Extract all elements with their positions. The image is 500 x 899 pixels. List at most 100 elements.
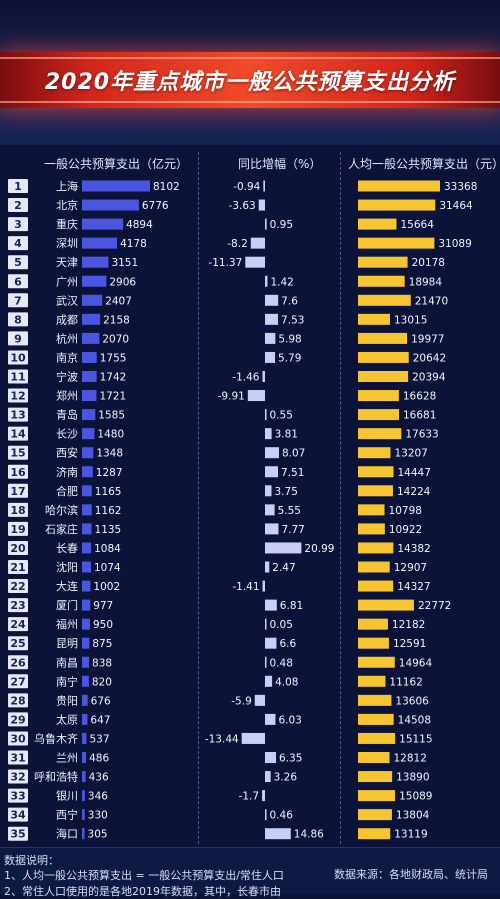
per-capita-value: 22772 [418,600,451,612]
rank-badge [8,598,28,613]
growth-bar [265,561,270,573]
per-capita-bar [358,275,405,287]
per-capita-value: 20642 [413,352,446,364]
growth-value: 6.81 [280,600,303,612]
spending-value: 1162 [95,505,122,517]
spending-value: 2906 [109,276,136,288]
growth-bar [265,485,272,497]
rank-number: 28 [10,694,25,707]
spending-value: 1585 [98,410,125,422]
per-capita-bar [358,790,396,802]
growth-bar [265,332,276,344]
footer-source: 数据来源：各地财政局、统计局 [334,868,488,881]
per-capita-value: 13015 [394,314,427,326]
rank-badge [8,655,28,670]
spending-value: 1135 [95,524,122,536]
spending-bar [82,504,92,516]
spending-bar [82,523,92,535]
spending-value: 305 [88,829,108,841]
city-label: 石家庄 [45,522,78,536]
rank-number: 27 [10,675,25,688]
growth-value: 2.47 [272,562,295,574]
spending-bar [82,390,97,402]
per-capita-value: 21470 [415,295,448,307]
city-label: 厦门 [56,598,78,612]
rank-badge [8,274,28,289]
city-label: 西安 [56,446,78,460]
growth-bar [265,809,267,821]
spending-bar [82,447,94,459]
per-capita-value: 12182 [392,619,425,631]
rank-badge [8,388,28,403]
city-label: 济南 [56,465,78,479]
per-capita-bar [358,561,390,573]
per-capita-value: 13804 [396,810,430,822]
rank-badge [8,350,28,365]
rank-badge [8,369,28,384]
city-label: 贵阳 [56,694,78,707]
growth-bar [265,523,279,535]
growth-value: 0.95 [270,219,293,231]
per-capita-bar [358,351,409,363]
rank-badge [8,540,28,555]
rank-number: 14 [10,428,26,441]
per-capita-bar [358,618,388,630]
spending-value: 1002 [93,581,120,593]
rank-badge [8,502,28,517]
growth-value: 7.53 [281,314,304,326]
rank-badge [8,788,28,803]
spending-value: 977 [93,600,113,612]
per-capita-bar [358,371,409,382]
growth-bar [262,371,265,382]
rank-number: 26 [10,656,26,669]
spending-bar [82,561,92,573]
spending-bar [82,618,90,630]
city-label: 天津 [56,256,78,269]
per-capita-value: 12907 [394,562,427,574]
city-label: 南昌 [56,656,78,669]
per-capita-bar [358,732,396,744]
city-label: 哈尔滨 [45,503,78,517]
growth-bar [265,409,267,421]
growth-bar [265,218,267,230]
rank-badge [8,426,28,441]
rank-number: 23 [10,599,25,612]
city-label: 深圳 [56,237,78,250]
growth-bar [265,275,268,287]
rank-number: 1 [14,180,22,193]
spending-bar [82,694,88,706]
growth-bar [265,618,267,630]
growth-value: 5.98 [278,333,301,345]
rank-badge [8,198,28,213]
per-capita-bar [358,466,394,478]
rank-number: 32 [10,771,25,784]
growth-value: -0.94 [233,181,260,193]
per-capita-bar [358,713,394,725]
spending-bar [82,256,109,268]
per-capita-value: 16681 [403,410,436,422]
growth-value: -9.91 [218,391,245,403]
growth-value: 5.55 [278,505,301,517]
rank-number: 33 [10,790,25,803]
spending-value: 1721 [99,391,126,403]
rank-number: 12 [10,390,25,403]
spending-bar [82,732,87,744]
city-label: 青岛 [56,408,78,422]
per-capita-value: 19977 [411,333,444,345]
spending-bar [82,294,103,306]
growth-value: -1.7 [239,791,260,803]
spending-value: 436 [89,772,109,784]
rank-badge [8,731,28,746]
rank-number: 4 [14,237,22,250]
per-capita-bar [358,580,394,592]
per-capita-bar [358,542,394,554]
rank-number: 24 [10,618,26,631]
growth-value: 3.75 [275,486,298,498]
city-label: 银川 [56,789,78,803]
rank-number: 9 [14,332,22,345]
growth-column-header: 同比增幅（%） [238,157,322,171]
rank-badge [8,255,28,270]
city-label: 长沙 [56,428,78,441]
spending-value: 2407 [105,295,132,307]
